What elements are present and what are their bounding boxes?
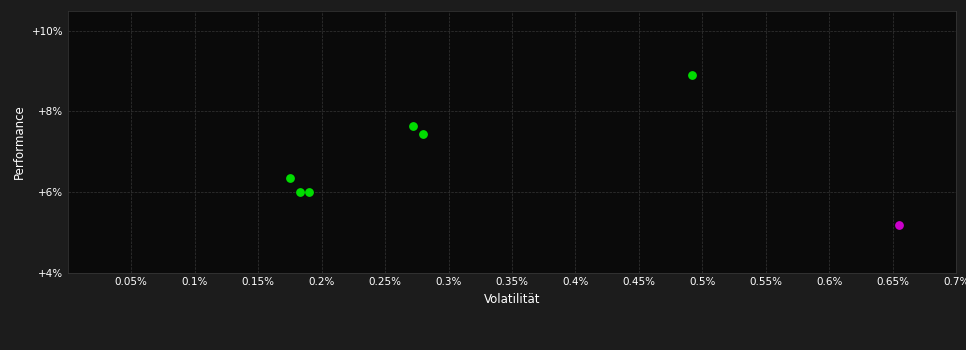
Point (293, 189, 308, 195)
X-axis label: Volatilität: Volatilität (484, 293, 540, 306)
Point (685, 72, 700, 78)
Point (415, 131, 431, 136)
Point (892, 222, 907, 228)
Point (405, 123, 420, 128)
Point (301, 189, 317, 195)
Y-axis label: Performance: Performance (14, 104, 26, 179)
Point (282, 175, 298, 181)
